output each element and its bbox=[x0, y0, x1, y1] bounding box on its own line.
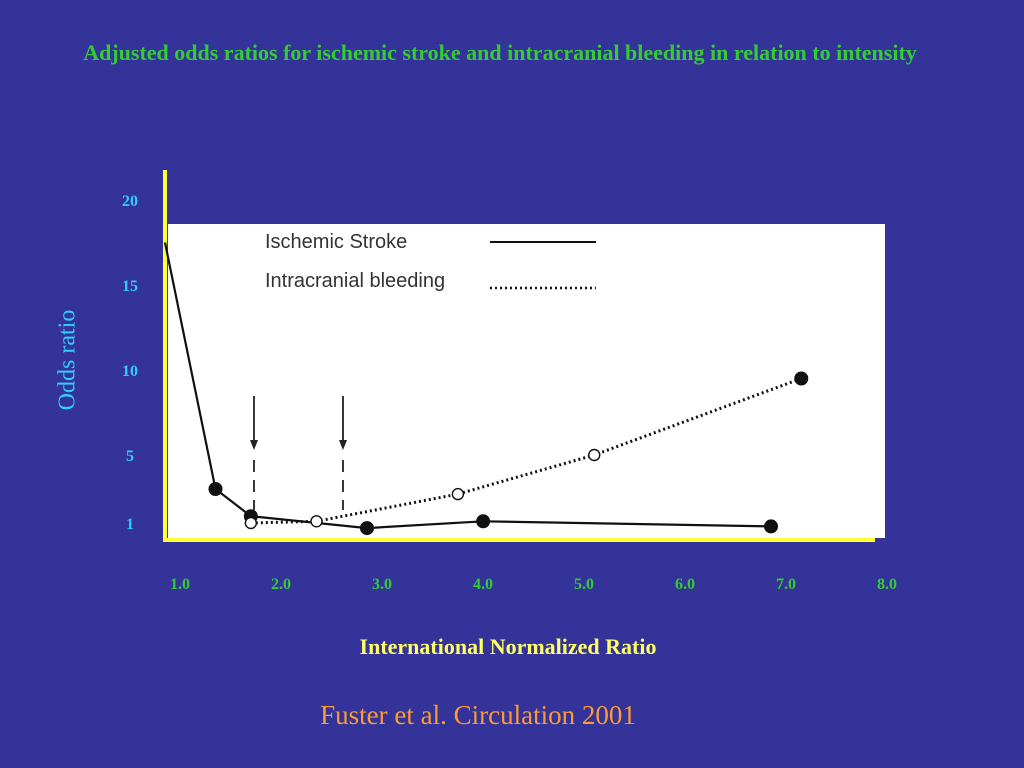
x-tick-label: 2.0 bbox=[271, 576, 291, 593]
y-tick-label: 15 bbox=[122, 278, 138, 295]
ischemic-stroke-point bbox=[208, 482, 223, 496]
intracranial-bleeding-point bbox=[244, 516, 258, 530]
x-tick-label: 5.0 bbox=[574, 576, 594, 593]
plot-area bbox=[168, 224, 885, 538]
intracranial-bleeding-point bbox=[310, 515, 323, 528]
ischemic-stroke-point bbox=[476, 514, 491, 529]
ischemic-stroke-point bbox=[360, 521, 374, 536]
intracranial-bleeding-line bbox=[250, 377, 802, 525]
annotation-arrowhead bbox=[250, 440, 258, 450]
x-tick-label: 7.0 bbox=[776, 576, 796, 593]
x-tick-label: 3.0 bbox=[372, 576, 392, 593]
x-tick-label: 4.0 bbox=[473, 576, 493, 593]
y-tick-label: 1 bbox=[126, 516, 134, 533]
y-tick-label: 10 bbox=[122, 363, 138, 380]
x-axis-label: International Normalized Ratio bbox=[359, 634, 657, 659]
x-tick-label: 6.0 bbox=[675, 576, 695, 593]
legend-label-intracranial-bleeding: Intracranial bleeding bbox=[265, 270, 445, 292]
x-tick-label: 1.0 bbox=[170, 576, 190, 593]
intracranial-bleeding-point bbox=[451, 487, 465, 501]
ischemic-stroke-point bbox=[764, 519, 778, 534]
y-axis-label: Odds ratio bbox=[54, 309, 81, 411]
ischemic-stroke-line bbox=[163, 242, 772, 530]
annotation-arrowhead bbox=[339, 440, 347, 450]
y-tick-label: 5 bbox=[126, 448, 134, 465]
y-tick-label: 20 bbox=[122, 193, 138, 210]
intracranial-bleeding-point bbox=[794, 371, 809, 386]
x-tick-label: 8.0 bbox=[877, 576, 897, 593]
intracranial-bleeding-point bbox=[588, 448, 601, 462]
slide-title: Adjusted odds ratios for ischemic stroke… bbox=[83, 40, 917, 65]
citation: Fuster et al. Circulation 2001 bbox=[320, 700, 636, 730]
legend-label-ischemic-stroke: Ischemic Stroke bbox=[265, 231, 407, 253]
y-axis-label-container: Odds ratio bbox=[48, 280, 88, 440]
